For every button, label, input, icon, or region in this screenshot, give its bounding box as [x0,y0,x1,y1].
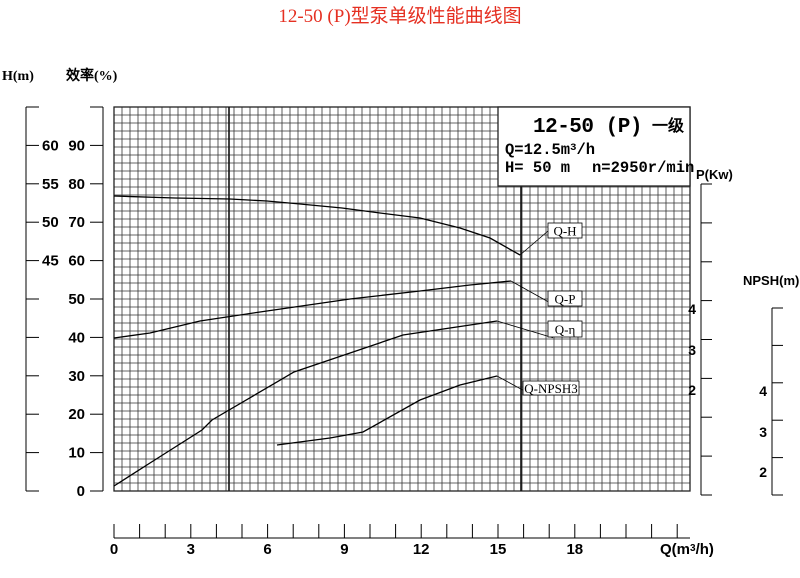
svg-text:50: 50 [42,214,59,231]
svg-text:12-50 (P): 12-50 (P) [533,116,642,139]
svg-text:30: 30 [68,368,85,385]
svg-text:6: 6 [263,541,271,558]
svg-text:4: 4 [688,301,696,317]
svg-text:70: 70 [68,214,85,231]
svg-text:60: 60 [42,137,59,154]
svg-text:Q-NPSH3: Q-NPSH3 [524,381,577,396]
svg-text:20: 20 [68,406,85,423]
svg-text:H(m): H(m) [2,69,34,84]
svg-text:4: 4 [759,383,767,399]
svg-text:2: 2 [759,464,767,480]
svg-text:50: 50 [68,291,85,308]
svg-text:Q-η: Q-η [555,322,576,337]
svg-text:90: 90 [68,137,85,154]
svg-text:n=2950r/min: n=2950r/min [592,159,694,177]
svg-text:Q(m3/h): Q(m3/h) [660,541,714,558]
svg-text:P(Kw): P(Kw) [696,167,733,182]
svg-text:12-50 (P)型泵单级性能曲线图: 12-50 (P)型泵单级性能曲线图 [278,5,521,27]
svg-text:3: 3 [759,424,767,440]
svg-text:18: 18 [566,541,583,558]
svg-text:效率(%): 效率(%) [66,67,118,84]
svg-text:40: 40 [68,329,85,346]
svg-text:一级: 一级 [652,116,685,135]
svg-text:Q=12.5m3/h: Q=12.5m3/h [505,141,595,159]
svg-text:12: 12 [413,541,430,558]
svg-text:15: 15 [490,541,507,558]
svg-text:9: 9 [340,541,348,558]
svg-text:3: 3 [187,541,195,558]
svg-text:45: 45 [42,253,59,270]
svg-text:2: 2 [688,382,696,398]
svg-text:60: 60 [68,253,85,270]
svg-text:55: 55 [42,176,59,193]
svg-text:0: 0 [77,483,85,500]
svg-text:NPSH(m): NPSH(m) [743,273,799,288]
svg-text:3: 3 [688,342,696,358]
svg-text:Q-P: Q-P [555,292,576,307]
svg-text:H= 50 m: H= 50 m [505,159,570,177]
svg-text:0: 0 [110,541,118,558]
svg-text:Q-H: Q-H [553,224,576,239]
svg-text:80: 80 [68,176,85,193]
svg-text:10: 10 [68,445,85,462]
